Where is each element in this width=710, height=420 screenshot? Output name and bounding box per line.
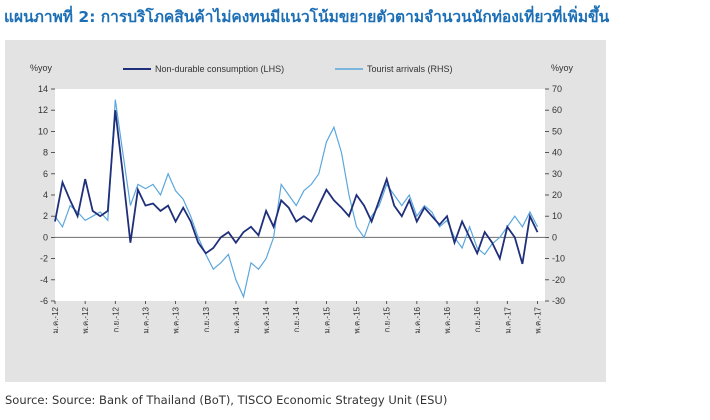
left-axis-tick-label: 10 [38, 126, 48, 136]
chart-heading: แผนภาพที่ 2: การบริโภคสินค้าไม่คงทนมีแนว… [4, 8, 610, 26]
right-axis-unit-label: %yoy [551, 63, 574, 73]
left-axis-tick-label: -6 [40, 296, 48, 306]
x-axis: ม.ค.-12 พ.ค.-12 ก.ย.-12 ม.ค.-13 พ.ค.-13 ก.ย.-… [51, 301, 542, 334]
right-axis-tick-label: -10 [552, 254, 565, 264]
right-axis-tick-label: 40 [552, 148, 562, 158]
x-axis-tick-label: พ.ค.-13 [172, 306, 181, 333]
left-axis-tick-label: 2 [43, 211, 48, 221]
right-axis-tick-label: 10 [552, 211, 562, 221]
left-axis-tick-label: 0 [43, 232, 48, 242]
x-axis-tick-label: ก.ย.-14 [292, 306, 301, 332]
right-axis-tick-label: 60 [552, 105, 562, 115]
x-axis-tick-label: ก.ย.-15 [383, 306, 392, 332]
x-axis-tick-label: ก.ย.-12 [111, 306, 120, 332]
x-axis-tick-label: พ.ค.-15 [353, 306, 362, 333]
right-axis-tick-label: 70 [552, 84, 562, 94]
right-axis-tick-label: 0 [552, 232, 557, 242]
left-axis-tick-label: 12 [38, 105, 48, 115]
legend-label-rhs: Tourist arrivals (RHS) [367, 64, 453, 74]
legend: Non-durable consumption (LHS) Tourist ar… [123, 64, 453, 74]
series-line-non-durable-consumption [54, 110, 539, 265]
right-axis-tick-label: 20 [552, 190, 562, 200]
left-axis-tick-label: -4 [40, 275, 48, 285]
left-axis-tick-label: 8 [43, 148, 48, 158]
x-axis-tick-label: ม.ค.-16 [413, 306, 422, 333]
left-axis-tick-label: 14 [38, 84, 48, 94]
left-axis-tick-label: 6 [43, 169, 48, 179]
series-line-tourist-arrivals [54, 99, 539, 299]
right-axis-tick-label: -20 [552, 275, 565, 285]
x-axis-tick-label: ม.ค.-17 [503, 306, 512, 333]
left-axis-unit-label: %yoy [30, 63, 53, 73]
x-axis-tick-label: ม.ค.-14 [232, 306, 241, 333]
left-axis-tick-label: -2 [40, 254, 48, 264]
x-axis-tick-label: ม.ค.-12 [51, 306, 60, 333]
x-axis-tick-label: พ.ค.-17 [533, 306, 542, 333]
right-axis-tick-label: 30 [552, 169, 562, 179]
right-axis-tick-label: 50 [552, 126, 562, 136]
left-axis: 14 12 10 8 6 4 2 0 -2 -4 -6 [38, 84, 55, 306]
x-axis-tick-label: พ.ค.-12 [81, 306, 90, 333]
source-note: Source: Source: Bank of Thailand (BoT), … [5, 393, 448, 407]
x-axis-tick-label: ก.ย.-16 [473, 306, 482, 332]
left-axis-tick-label: 4 [43, 190, 48, 200]
x-axis-tick-label: ม.ค.-13 [141, 306, 150, 333]
x-axis-tick-label: ก.ย.-13 [202, 306, 211, 332]
right-axis: 70 60 50 40 30 20 10 0 -10 -20 -30 [545, 84, 565, 306]
x-axis-tick-label: พ.ค.-14 [262, 306, 271, 333]
right-axis-tick-label: -30 [552, 296, 565, 306]
x-axis-tick-label: พ.ค.-16 [443, 306, 452, 333]
x-axis-tick-label: ม.ค.-15 [322, 306, 331, 333]
legend-label-lhs: Non-durable consumption (LHS) [155, 64, 284, 74]
